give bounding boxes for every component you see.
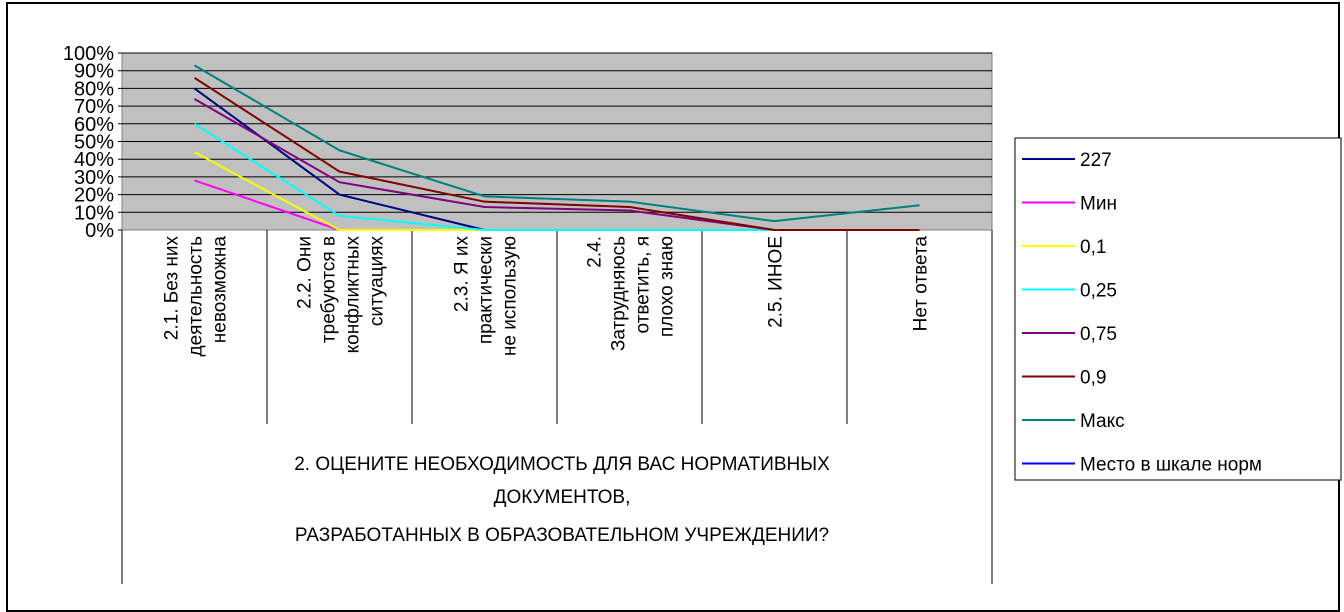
y-tick-label: 80% <box>74 78 114 100</box>
x-tick-label: 2.5. ИНОЕ <box>766 236 787 328</box>
series-line <box>193 64 920 223</box>
x-tick-label-line: 2.4. <box>585 236 606 268</box>
x-tick-label-line: 2.5. ИНОЕ <box>766 236 787 328</box>
x-tick-label: 2.2. Они требуются в конфликтных ситуациях <box>295 236 388 354</box>
x-tick-label-line: требуются в <box>319 236 340 343</box>
x-tick-label-line: Затрудняюсь <box>609 236 630 351</box>
legend-label: 227 <box>1080 150 1112 171</box>
legend-label: Мин <box>1080 194 1117 215</box>
y-tick-label: 20% <box>74 185 114 207</box>
y-tick-label: 70% <box>74 96 114 118</box>
legend-label: 0,9 <box>1080 368 1106 389</box>
y-tick-label: 40% <box>74 149 114 171</box>
y-tick-label: 10% <box>74 202 114 224</box>
x-tick-label: 2.1. Без них деятельность невозможна <box>162 236 231 357</box>
y-tick-label: 60% <box>74 114 114 136</box>
legend-label: Макс <box>1080 411 1125 432</box>
y-tick-label: 0% <box>85 220 114 242</box>
series-line <box>193 122 775 231</box>
x-tick-label-line: плохо знаю <box>657 236 678 337</box>
series-line <box>193 87 485 231</box>
x-tick-label-line: ситуациях <box>367 236 388 327</box>
x-tick-label-line: невозможна <box>210 236 231 344</box>
x-axis-title-line: РАЗРАБОТАННЫХ В ОБРАЗОВАТЕЛЬНОМ УЧРЕЖДЕН… <box>295 525 829 546</box>
y-tick-label: 100% <box>63 43 114 65</box>
x-tick-label-line: не использую <box>500 236 521 356</box>
x-tick-label-line: практически <box>476 236 497 344</box>
legend-label: 0,25 <box>1080 281 1117 302</box>
legend-label: 0,1 <box>1080 237 1106 258</box>
y-tick-label: 90% <box>74 61 114 83</box>
x-tick-label: 2.3. Я их практически не использую <box>452 236 521 357</box>
x-tick-label-line: ответить, я <box>633 236 654 333</box>
series-line <box>193 76 920 231</box>
x-axis-title-line: ДОКУМЕНТОВ, <box>494 487 631 508</box>
x-tick-label: Нет ответа <box>911 236 932 332</box>
x-tick-label-line: 2.1. Без них <box>162 236 183 341</box>
x-tick-label-line: 2.2. Они <box>295 236 316 309</box>
x-tick-label-line: Нет ответа <box>911 236 932 332</box>
y-tick-label: 50% <box>74 132 114 154</box>
x-tick-label-line: конфликтных <box>343 236 364 354</box>
x-tick-label: 2.4. Затрудняюсь ответить, я плохо знаю <box>585 236 678 351</box>
legend-box <box>1014 137 1342 481</box>
legend-label: Место в шкале норм <box>1080 455 1262 476</box>
x-tick-label-line: деятельность <box>186 236 207 357</box>
y-tick-label: 30% <box>74 167 114 189</box>
x-axis-title-line: 2. ОЦЕНИТЕ НЕОБХОДИМОСТЬ ДЛЯ ВАС НОРМАТИ… <box>294 454 830 475</box>
legend-label: 0,75 <box>1080 324 1117 345</box>
x-tick-label-line: 2.3. Я их <box>452 236 473 313</box>
